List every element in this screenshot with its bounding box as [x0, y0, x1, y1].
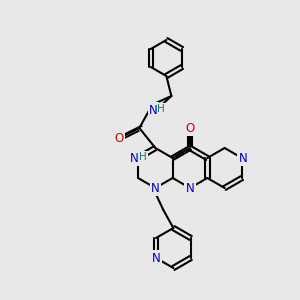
Text: O: O	[185, 122, 195, 134]
Text: H: H	[139, 152, 147, 162]
Text: H: H	[158, 104, 165, 114]
Text: N: N	[149, 103, 158, 116]
Text: N: N	[152, 251, 161, 265]
Text: N: N	[238, 152, 247, 164]
Text: O: O	[115, 133, 124, 146]
Text: N: N	[130, 152, 138, 164]
Text: N: N	[186, 182, 194, 194]
Text: N: N	[151, 182, 160, 194]
